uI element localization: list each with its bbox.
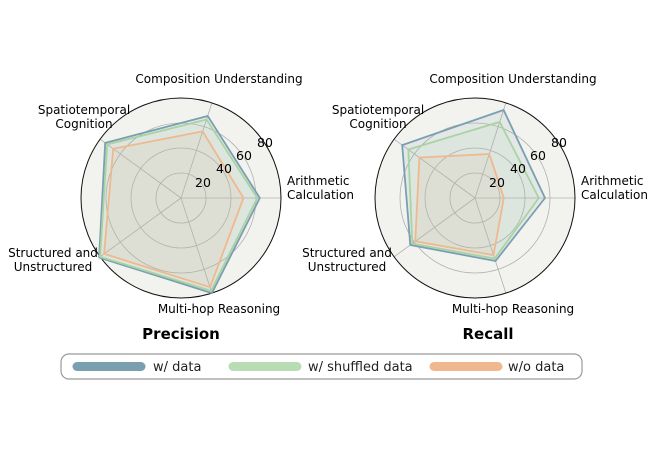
outer-frame	[374, 97, 576, 299]
legend: w/ data w/ shuffled data w/o data	[60, 353, 583, 380]
spoke-composition-understanding	[474, 102, 507, 199]
tick-label-20: 20	[489, 175, 505, 190]
spoke-multi-hop-reasoning	[180, 197, 213, 294]
axis-label-arithmetic-calculation: Arithmetic Calculation	[287, 174, 354, 202]
series-w-o-data	[414, 153, 505, 257]
legend-label-w-o-data: w/o data	[508, 360, 564, 375]
legend-label-w-shuffled-data: w/ shuffled data	[308, 360, 413, 375]
axis-label-multi-hop-reasoning: Multi-hop Reasoning	[452, 302, 574, 316]
series-w-data	[401, 109, 546, 262]
axis-label-arithmetic-calculation: Arithmetic Calculation	[581, 174, 648, 202]
legend-label-w-data: w/ data	[153, 360, 201, 375]
axis-label-spatiotemporal-cognition: Spatiotemporal Cognition	[332, 103, 424, 131]
tick-label-60: 60	[236, 148, 252, 163]
axis-label-multi-hop-reasoning: Multi-hop Reasoning	[158, 302, 280, 316]
spoke-structured-and-unstructured	[99, 197, 182, 258]
tick-label-40: 40	[510, 161, 526, 176]
spoke-multi-hop-reasoning	[474, 197, 507, 294]
recall-chart-title: Recall	[462, 325, 513, 343]
legend-item-w-o-data: w/o data	[429, 360, 564, 375]
outer-frame	[80, 97, 282, 299]
series-w-o-data	[103, 130, 245, 289]
axis-label-composition-understanding: Composition Understanding	[429, 72, 596, 86]
precision-radar-chart: 20 40 60 80 Arithmetic Calculation Composition…	[8, 72, 354, 316]
axis-label-structured-and-unstructured: Structured and Unstructured	[302, 246, 392, 274]
series-w-shuffled-data	[99, 118, 259, 292]
axis-label-structured-and-unstructured: Structured and Unstructured	[8, 246, 98, 274]
precision-chart-title: Precision	[142, 325, 220, 343]
tick-label-60: 60	[530, 148, 546, 163]
tick-label-40: 40	[216, 161, 232, 176]
legend-item-w-data: w/ data	[72, 360, 201, 375]
legend-frame	[60, 353, 583, 380]
axis-label-spatiotemporal-cognition: Spatiotemporal Cognition	[38, 103, 130, 131]
axis-label-composition-understanding: Composition Understanding	[135, 72, 302, 86]
tick-label-20: 20	[195, 175, 211, 190]
legend-item-w-shuffled-data: w/ shuffled data	[228, 360, 413, 375]
recall-radar-chart: 20 40 60 80 Arithmetic Calculation Composition…	[302, 72, 648, 316]
spoke-structured-and-unstructured	[393, 197, 476, 258]
tick-label-80: 80	[257, 135, 273, 150]
tick-label-80: 80	[551, 135, 567, 150]
